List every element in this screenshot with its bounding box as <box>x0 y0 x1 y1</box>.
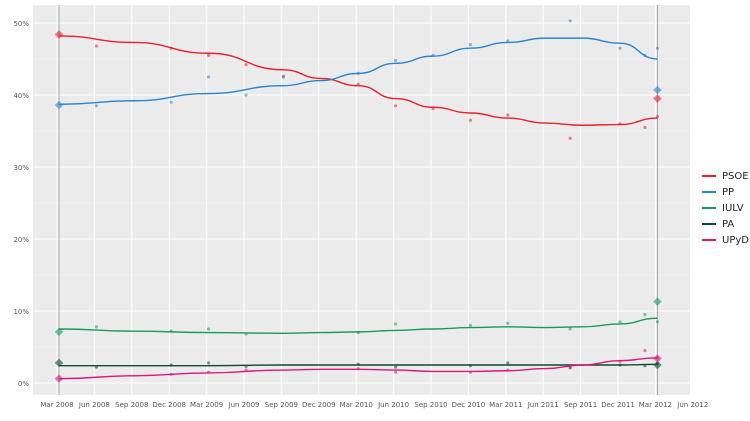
legend-label: PA <box>722 218 735 230</box>
x-tick-label: Dec 2011 <box>601 401 635 409</box>
x-tick-label: Jun 2012 <box>676 401 708 409</box>
poll-point <box>394 365 398 369</box>
legend: PSOE PP IULV PA UPyD <box>702 168 749 248</box>
poll-point <box>244 93 248 97</box>
x-tick-label: Jun 2011 <box>527 401 559 409</box>
poll-point <box>655 320 660 324</box>
y-tick-label: 50% <box>13 20 29 28</box>
x-tick-label: Sep 2008 <box>115 401 148 409</box>
poll-point <box>394 58 398 63</box>
poll-point <box>394 322 398 326</box>
poll-point <box>281 75 285 79</box>
election-result-marker <box>54 30 64 39</box>
poll-point <box>568 327 572 331</box>
poll-point <box>655 46 660 50</box>
y-tick-label: 20% <box>13 236 29 244</box>
legend-swatch <box>702 223 716 225</box>
x-tick-label: Mar 2010 <box>340 401 373 409</box>
y-tick-label: 40% <box>13 92 29 100</box>
poll-point <box>468 43 472 47</box>
x-tick-label: Jun 2010 <box>377 401 409 409</box>
legend-item: PP <box>702 184 749 200</box>
x-tick-label: Mar 2011 <box>489 401 522 409</box>
trend-line <box>58 317 658 335</box>
election-result-marker <box>653 360 662 370</box>
poll-point <box>618 46 622 50</box>
x-tick-label: Jun 2008 <box>78 401 110 409</box>
poll-point <box>94 44 98 48</box>
x-tick-label: Jun 2009 <box>228 401 260 409</box>
x-tick-label: Dec 2010 <box>452 401 486 409</box>
x-tick-label: Mar 2008 <box>40 401 73 409</box>
poll-point <box>207 327 211 331</box>
legend-swatch <box>702 207 716 209</box>
series-iulv <box>54 297 662 337</box>
election-result-marker <box>54 100 64 110</box>
poll-point <box>506 361 510 365</box>
poll-point <box>468 118 472 122</box>
election-result-marker <box>54 327 64 337</box>
poll-point <box>468 323 472 327</box>
election-result-marker <box>54 358 64 368</box>
x-tick-label: Dec 2008 <box>152 401 186 409</box>
legend-item: UPyD <box>702 232 749 248</box>
trend-line <box>58 37 658 106</box>
poll-point <box>394 370 398 374</box>
election-result-marker <box>54 374 64 383</box>
series-upyd <box>54 349 662 383</box>
poll-point <box>207 361 211 365</box>
x-tick-label: Mar 2009 <box>190 401 223 409</box>
poll-point <box>643 313 647 317</box>
legend-swatch <box>702 175 716 177</box>
poll-point <box>643 349 647 353</box>
legend-swatch <box>702 239 716 241</box>
y-tick-label: 30% <box>13 164 29 172</box>
poll-point <box>169 100 173 104</box>
y-tick-label: 10% <box>13 308 29 316</box>
poll-point <box>207 75 211 79</box>
poll-point <box>568 19 572 23</box>
poll-point <box>244 63 248 67</box>
poll-point <box>506 321 510 325</box>
x-tick-label: Dec 2009 <box>302 401 336 409</box>
legend-item: PSOE <box>702 168 749 184</box>
poll-point <box>643 125 647 129</box>
legend-label: PP <box>722 186 735 198</box>
y-tick-label: 0% <box>18 380 29 388</box>
trend-line <box>58 35 658 126</box>
trend-line <box>58 357 658 380</box>
legend-swatch <box>702 191 716 193</box>
election-result-marker <box>653 354 662 363</box>
poll-point <box>207 53 211 58</box>
poll-point <box>568 136 572 140</box>
x-tick-label: Sep 2011 <box>564 401 597 409</box>
election-result-marker <box>653 297 662 306</box>
poll-point <box>94 104 98 108</box>
poll-point <box>506 113 510 117</box>
legend-label: IULV <box>722 202 744 214</box>
legend-label: UPyD <box>722 234 749 246</box>
x-tick-label: Mar 2012 <box>639 401 672 409</box>
legend-item: IULV <box>702 200 749 216</box>
poll-point <box>618 320 622 324</box>
poll-point <box>394 104 398 108</box>
x-tick-label: Sep 2009 <box>265 401 298 409</box>
legend-label: PSOE <box>722 170 749 182</box>
x-tick-label: Sep 2010 <box>414 401 447 409</box>
poll-point <box>94 325 98 329</box>
legend-item: PA <box>702 216 749 232</box>
